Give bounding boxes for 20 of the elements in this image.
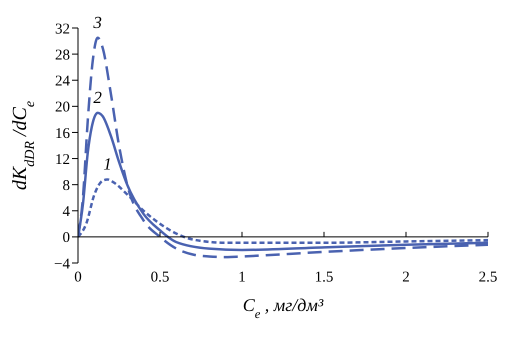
y-tick-label: 16: [55, 126, 70, 142]
x-tick-label: 2.5: [478, 270, 498, 286]
y-tick-label: 8: [62, 178, 70, 194]
y-tick-label: 4: [62, 204, 70, 220]
series-label: 2: [93, 88, 102, 107]
y-tick-label: 28: [55, 47, 70, 64]
x-tick-label: 1.5: [314, 270, 334, 286]
y-tick-label: 32: [55, 21, 70, 38]
series-label: 3: [92, 12, 102, 32]
x-tick-label: 0: [74, 270, 82, 286]
x-tick-label: 1: [238, 270, 246, 286]
y-tick-label: 12: [55, 152, 70, 168]
series-label: 1: [103, 154, 112, 174]
x-axis-title: C$_{e}$ , мг/дм³: [242, 295, 324, 321]
y-tick-label: 20: [55, 100, 70, 116]
y-tick-label: 24: [55, 74, 70, 90]
y-tick-label: −4: [54, 256, 70, 272]
x-tick-label: 0.5: [150, 270, 170, 286]
y-tick-label: 0: [62, 230, 70, 246]
x-tick-label: 2: [402, 270, 410, 286]
